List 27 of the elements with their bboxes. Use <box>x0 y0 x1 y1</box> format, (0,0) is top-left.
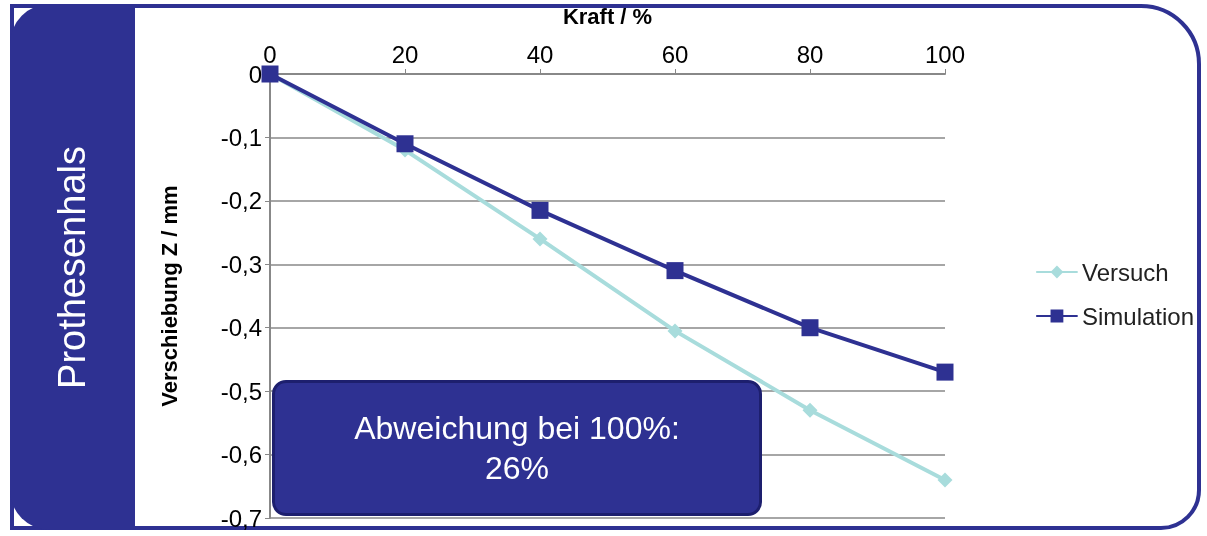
y-tick-label: -0,2 <box>220 187 262 215</box>
point <box>802 402 818 418</box>
point <box>936 363 954 381</box>
x-tick-label: 60 <box>661 40 689 68</box>
x-tick-label: 40 <box>526 40 554 68</box>
point <box>396 135 414 153</box>
y-tick-label: -0,3 <box>220 250 262 278</box>
y-tick-label: -0,4 <box>220 314 262 342</box>
point <box>801 319 819 337</box>
y-tick-label: 0 <box>248 60 262 88</box>
y-tick-label: -0,6 <box>220 441 262 469</box>
y-tick-label: -0,1 <box>220 123 262 151</box>
legend-label: Simulation <box>1081 302 1195 330</box>
x-tick-label: 80 <box>796 40 824 68</box>
point <box>666 262 684 280</box>
point <box>531 201 549 219</box>
x-tick-label: 100 <box>924 40 966 68</box>
point <box>937 472 953 488</box>
y-axis-title: Verschiebung Z / mm <box>156 185 182 407</box>
legend-label: Versuch <box>1081 258 1169 286</box>
point <box>667 323 683 339</box>
y-tick-label: -0,5 <box>220 377 262 405</box>
x-tick-label: 20 <box>391 40 419 68</box>
point <box>532 231 548 247</box>
y-tick-label: -0,7 <box>220 504 262 532</box>
text: Prothesenhals <box>51 145 94 389</box>
x-axis-title: Kraft / % <box>562 3 653 29</box>
